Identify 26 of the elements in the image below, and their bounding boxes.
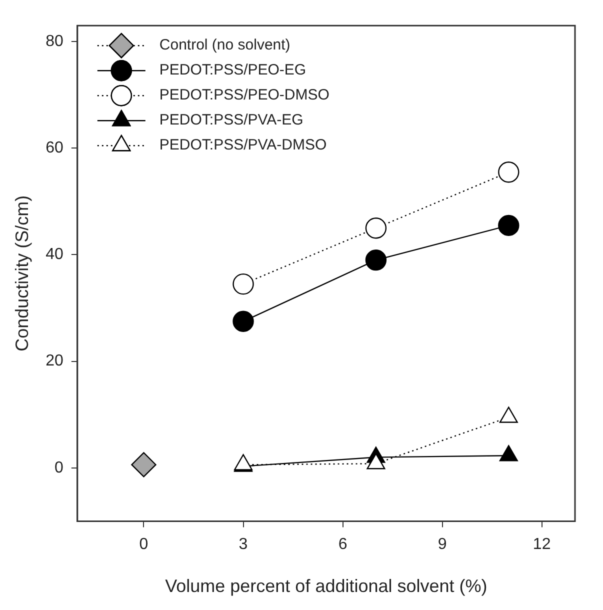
x-tick-label: 3 <box>238 536 248 554</box>
legend-label: PEDOT:PSS/PVA-DMSO <box>159 136 327 154</box>
legend-label: PEDOT:PSS/PEO-DMSO <box>159 86 330 104</box>
point <box>365 249 387 271</box>
point <box>499 445 518 462</box>
point <box>232 310 254 332</box>
point <box>366 453 386 470</box>
y-axis-title: Conductivity (S/cm) <box>12 195 32 352</box>
point <box>365 218 387 239</box>
x-tick-label: 0 <box>139 536 148 554</box>
y-tick-label: 0 <box>54 459 64 476</box>
legend-label: PEDOT:PSS/PVA-EG <box>159 112 304 129</box>
legend-label: Control (no solvent) <box>159 36 290 54</box>
x-axis-title: Volume percent of additional solvent (%) <box>165 576 488 596</box>
point <box>232 273 254 295</box>
x-tick-label: 9 <box>438 536 447 554</box>
point <box>498 214 520 236</box>
point <box>499 406 518 423</box>
point <box>498 162 520 183</box>
y-tick-label: 80 <box>46 32 64 50</box>
x-tick-label: 6 <box>338 536 348 554</box>
legend-label: PEDOT:PSS/PEO-EG <box>159 62 306 79</box>
y-tick-label: 60 <box>46 140 64 157</box>
y-tick-label: 20 <box>46 352 64 370</box>
x-tick-label: 12 <box>532 536 551 554</box>
y-tick-label: 40 <box>46 246 64 264</box>
